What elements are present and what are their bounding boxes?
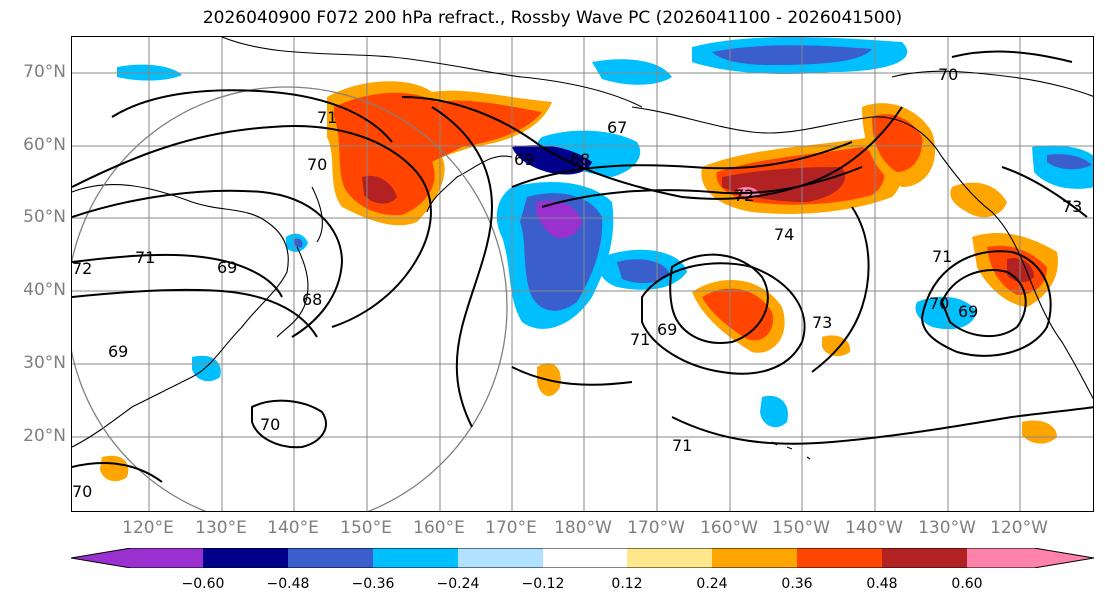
lat-lon-grid — [72, 37, 1093, 511]
colorbar-tick-label: 0.60 — [951, 576, 983, 592]
contour-label: 70 — [72, 482, 92, 501]
lon-label-120w: 120°W — [990, 518, 1048, 538]
lon-label-150w: 150°W — [772, 518, 830, 538]
colorbar-tick-label: 0.36 — [781, 576, 813, 592]
colorbar-tick-label: −0.12 — [521, 576, 565, 592]
colorbar-tick-label: 0.48 — [866, 576, 898, 592]
colorbar-swatch — [882, 548, 967, 568]
contour-label: 73 — [1062, 197, 1082, 216]
contour-label: 67 — [607, 118, 627, 137]
lon-label-140w: 140°W — [845, 518, 903, 538]
contour-label: 70 — [260, 415, 280, 434]
colorbar-swatch — [712, 548, 797, 568]
contour-label: 68 — [570, 150, 590, 169]
contour-label: 69 — [958, 302, 978, 321]
contour-label: 68 — [302, 290, 322, 309]
colorbar-swatch — [797, 548, 882, 568]
lat-label-20n: 20°N — [23, 426, 66, 446]
contour-label: 71 — [672, 436, 692, 455]
contour-label: 70 — [938, 65, 958, 84]
contour-label: 69 — [217, 258, 237, 277]
colorbar-swatch — [458, 548, 543, 568]
colorbar-tick-label: −0.48 — [266, 576, 310, 592]
lon-label-120e: 120°E — [122, 518, 174, 538]
colorbar — [71, 548, 1094, 568]
colorbar-low-extend-swatch — [71, 548, 131, 568]
colorbar-swatch — [627, 548, 712, 568]
colorbar-swatch — [543, 548, 627, 568]
contour-label: 69 — [514, 150, 534, 169]
anomaly-shading — [100, 37, 1093, 482]
map-panel: 71 70 69 68 67 72 74 71 72 69 68 69 70 6… — [71, 36, 1094, 512]
lon-label-180w: 180°W — [554, 518, 612, 538]
contour-label: 71 — [135, 248, 155, 267]
colorbar-swatch — [967, 548, 1034, 568]
refractive-index-contours — [72, 50, 1093, 483]
contour-label: 69 — [657, 320, 677, 339]
lon-label-160e: 160°E — [413, 518, 465, 538]
colorbar-tick-label: 0.12 — [611, 576, 643, 592]
colorbar-tick-label: −0.60 — [181, 576, 225, 592]
coastlines — [72, 37, 1093, 460]
lat-label-70n: 70°N — [23, 62, 66, 82]
lat-label-60n: 60°N — [23, 135, 66, 155]
great-circle-ring — [72, 86, 508, 511]
contour-label: 69 — [108, 342, 128, 361]
lon-label-170w: 170°W — [627, 518, 685, 538]
map-title: 2026040900 F072 200 hPa refract., Rossby… — [202, 8, 903, 28]
colorbar-swatch — [288, 548, 373, 568]
lon-label-130w: 130°W — [918, 518, 976, 538]
lat-label-40n: 40°N — [23, 280, 66, 300]
contour-label: 71 — [317, 108, 337, 127]
colorbar-tick-label: −0.24 — [436, 576, 480, 592]
colorbar-tick-label: 0.24 — [696, 576, 728, 592]
contour-label: 74 — [774, 225, 794, 244]
colorbar-swatch — [131, 548, 203, 568]
lon-label-130e: 130°E — [195, 518, 247, 538]
map-canvas: 71 70 69 68 67 72 74 71 72 69 68 69 70 6… — [72, 37, 1093, 511]
lon-label-150e: 150°E — [340, 518, 392, 538]
lon-label-160w: 160°W — [700, 518, 758, 538]
contour-label: 70 — [307, 155, 327, 174]
lon-label-170e: 170°E — [485, 518, 537, 538]
colorbar-high-extend-swatch — [1034, 548, 1094, 568]
colorbar-swatch — [373, 548, 458, 568]
contour-label: 72 — [72, 259, 92, 278]
colorbar-tick-label: −0.36 — [351, 576, 395, 592]
colorbar-swatch — [203, 548, 288, 568]
contour-label: 72 — [734, 186, 754, 205]
lat-label-30n: 30°N — [23, 353, 66, 373]
contour-label: 70 — [929, 294, 949, 313]
contour-label: 73 — [812, 313, 832, 332]
contour-label: 71 — [932, 247, 952, 266]
lon-label-140e: 140°E — [267, 518, 319, 538]
contour-label: 71 — [630, 330, 650, 349]
lat-label-50n: 50°N — [23, 207, 66, 227]
